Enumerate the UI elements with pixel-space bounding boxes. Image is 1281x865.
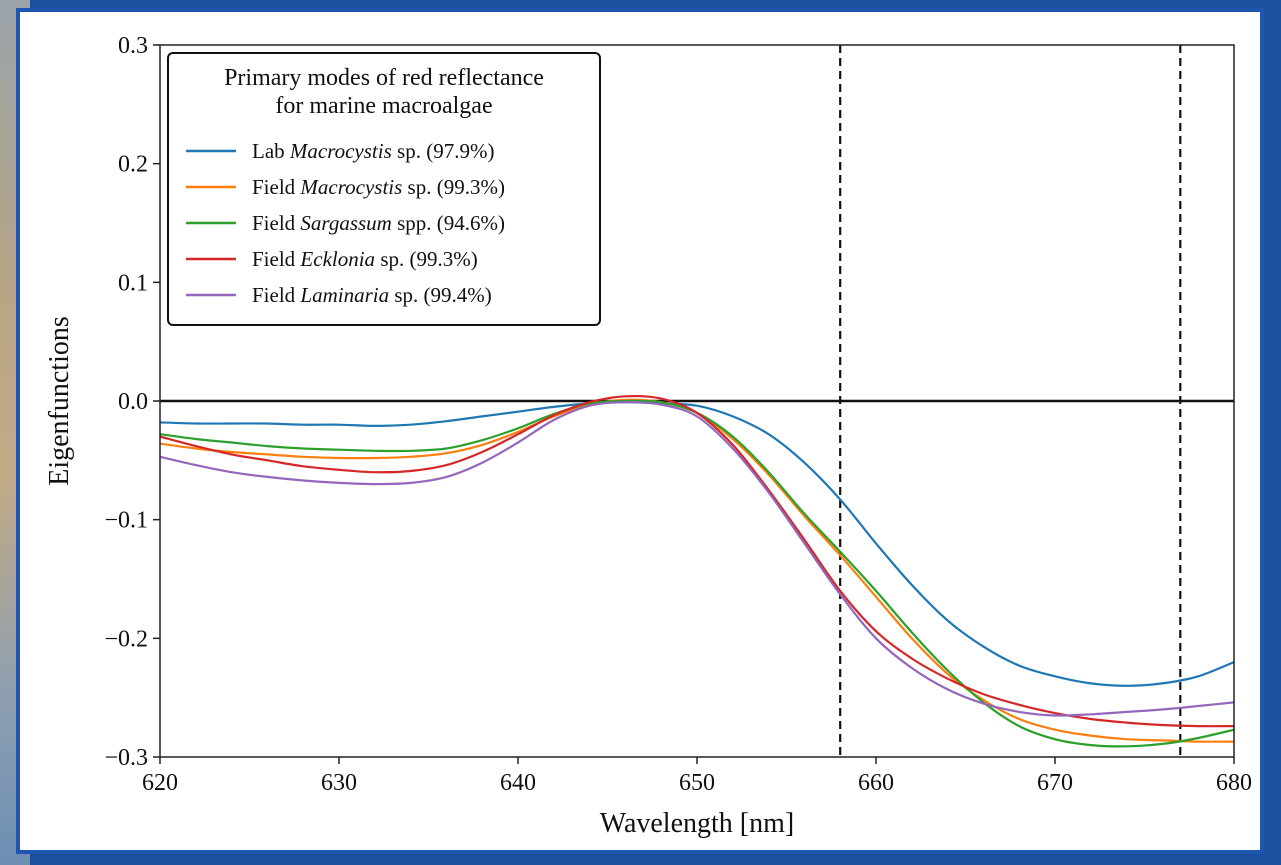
legend-title-line: for marine macroalgae xyxy=(275,93,492,119)
y-tick-label: −0.3 xyxy=(104,745,148,771)
y-tick-label: −0.2 xyxy=(104,626,148,652)
legend-box xyxy=(167,52,601,326)
series-line-0 xyxy=(160,401,1234,687)
y-tick-label: 0.1 xyxy=(118,270,148,296)
x-tick-label: 650 xyxy=(679,770,715,796)
series-line-3 xyxy=(160,394,1234,728)
legend-entry-label: Field Ecklonia sp. (99.3%) xyxy=(252,247,478,271)
legend-entry-label: Lab Macrocystis sp. (97.9%) xyxy=(252,139,494,163)
y-tick-label: 0.2 xyxy=(118,152,148,178)
x-tick-label: 670 xyxy=(1037,770,1073,796)
series-line-1 xyxy=(160,398,1234,743)
y-axis-title: Eigenfunctions xyxy=(44,316,75,486)
x-axis-title: Wavelength [nm] xyxy=(600,808,794,839)
x-tick-label: 630 xyxy=(321,770,357,796)
x-tick-label: 640 xyxy=(500,770,536,796)
x-tick-label: 660 xyxy=(858,770,894,796)
y-tick-label: 0.0 xyxy=(118,389,148,415)
legend-entry-label: Field Sargassum spp. (94.6%) xyxy=(252,211,505,235)
y-tick-label: −0.1 xyxy=(104,508,148,534)
legend-entry-label: Field Laminaria sp. (99.4%) xyxy=(252,283,492,307)
y-tick-label: 0.3 xyxy=(118,33,148,59)
legend-title-line: Primary modes of red reflectance xyxy=(224,65,544,91)
x-tick-label: 680 xyxy=(1216,770,1252,796)
legend-entry-label: Field Macrocystis sp. (99.3%) xyxy=(252,175,505,199)
x-tick-label: 620 xyxy=(142,770,178,796)
series-line-2 xyxy=(160,399,1234,748)
series-line-4 xyxy=(160,401,1234,717)
